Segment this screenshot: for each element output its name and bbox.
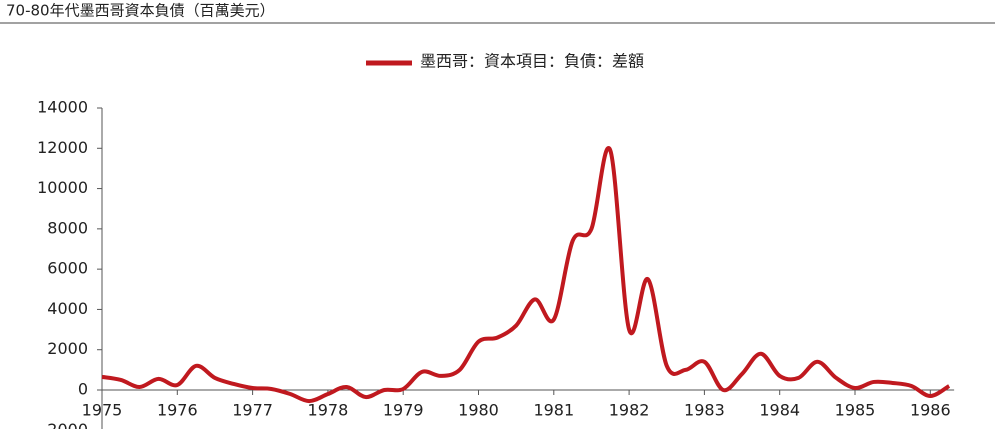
y-tick-label: 2000 xyxy=(47,339,88,358)
legend-label: 墨西哥：資本項目：負債：差額 xyxy=(420,52,644,71)
x-tick-label: 1979 xyxy=(383,401,424,420)
y-tick-label: 6000 xyxy=(47,259,88,278)
y-tick-label: 4000 xyxy=(47,299,88,318)
x-tick-label: 1978 xyxy=(308,401,349,420)
x-tick-label: 1986 xyxy=(910,401,951,420)
y-tick-label: 8000 xyxy=(47,218,88,237)
x-tick-label: 1982 xyxy=(609,401,650,420)
y-tick-label: 0 xyxy=(78,380,88,399)
y-tick-label: 14000 xyxy=(37,98,88,117)
x-tick-label: 1976 xyxy=(157,401,198,420)
y-tick-label: -2000 xyxy=(42,420,89,429)
x-tick-label: 1977 xyxy=(232,401,273,420)
x-tick-label: 1984 xyxy=(759,401,800,420)
x-tick-label: 1980 xyxy=(458,401,499,420)
x-tick-label: 1985 xyxy=(835,401,876,420)
y-tick-label: 12000 xyxy=(37,138,88,157)
y-tick-label: 10000 xyxy=(37,178,88,197)
page-title: 70-80年代墨西哥資本負債（百萬美元） xyxy=(6,2,275,20)
x-tick-label: 1981 xyxy=(533,401,574,420)
x-tick-label: 1975 xyxy=(82,401,123,420)
x-tick-label: 1983 xyxy=(684,401,725,420)
data-line xyxy=(101,146,951,404)
